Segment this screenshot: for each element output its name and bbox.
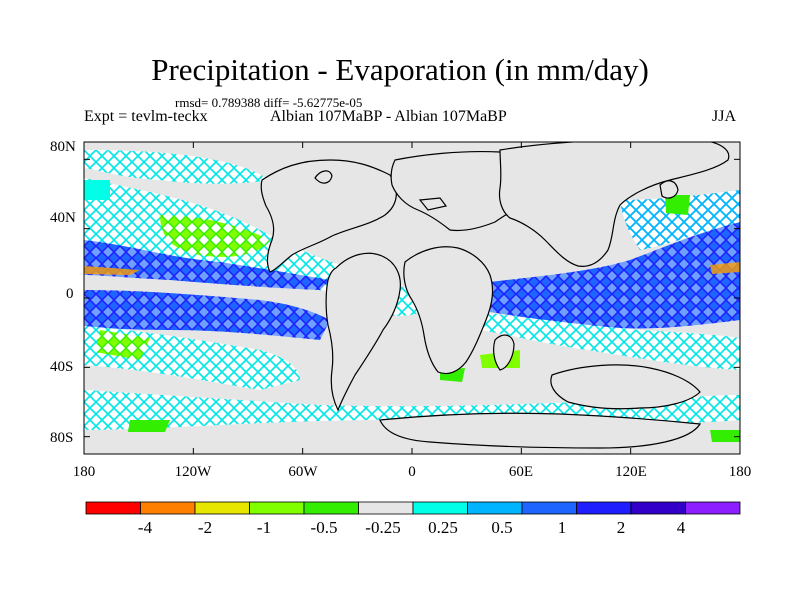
figure-title: Precipitation - Evaporation (in mm/day): [151, 52, 649, 87]
map-ticks: [83, 142, 741, 454]
lat-tick-label: 80S: [50, 430, 74, 446]
experiment-label: Expt = tevlm-teckx: [84, 108, 208, 125]
field-south-pacific-strong: [84, 290, 330, 340]
landmasses: [260, 142, 730, 449]
lat-tick-label: 80N: [50, 139, 76, 155]
colorbar-label: -0.25: [365, 518, 401, 537]
landmass-asia: [498, 142, 730, 267]
colorbar-label: 1: [557, 518, 567, 537]
colorbar-box: [685, 501, 741, 515]
lon-tick-label: 180: [72, 464, 96, 480]
colorbar-box: [467, 501, 523, 515]
colorbar-box: [358, 501, 414, 515]
comparison-label: Albian 107MaBP - Albian 107MaBP: [270, 108, 507, 125]
colorbar: [85, 501, 741, 515]
landmass-japan-arc: [659, 180, 679, 199]
lon-tick-label: 60W: [288, 464, 318, 480]
lon-tick-label: 120W: [174, 464, 212, 480]
season-label: JJA: [712, 108, 737, 125]
colorbar-box: [521, 501, 577, 515]
colorbar-box: [140, 501, 196, 515]
field-itcz-core: [84, 266, 140, 275]
landmass-europe-island: [418, 197, 448, 211]
colorbar-label: 2: [616, 518, 626, 537]
lat-tick-label: 40S: [50, 359, 74, 375]
colorbar-label: -2: [197, 518, 213, 537]
field-itcz-pacific-strong: [84, 240, 330, 290]
map-panel: [83, 141, 741, 455]
landmass-australia: [550, 364, 701, 410]
lon-tick-label: 0: [408, 464, 416, 480]
field-north-band: [84, 150, 270, 184]
landmass-africa: [403, 246, 494, 375]
field-northwest-dry: [665, 195, 690, 215]
lon-tick-label: 120E: [615, 464, 647, 480]
field-northwest-pacific: [620, 190, 740, 250]
lon-tick-label: 180: [728, 464, 752, 480]
lat-tick-label: 40N: [50, 210, 76, 226]
field-indian-south-band: [480, 312, 740, 370]
lat-tick-label: 0: [66, 286, 74, 302]
colorbar-label: -0.5: [310, 518, 338, 537]
colorbar-box: [630, 501, 686, 515]
colorbar-box: [412, 501, 468, 515]
colorbar-label: 0.5: [491, 518, 513, 537]
landmass-antarctica: [379, 412, 702, 449]
stats-line: rmsd= 0.789388 diff= -5.62775e-05: [175, 95, 363, 110]
landmass-south-america: [325, 252, 401, 412]
landmass-north-america: [260, 159, 397, 273]
field-east-core: [710, 262, 740, 274]
colorbar-box: [249, 501, 305, 515]
field-north-pacific-dry: [160, 215, 270, 257]
colorbar-box: [576, 501, 632, 515]
field-south-pacific-dry: [95, 330, 150, 360]
lon-tick-label: 60E: [508, 464, 534, 480]
colorbar-label: 0.25: [428, 518, 458, 537]
colorbar-label: -4: [137, 518, 153, 537]
field-indo-pacific-strong: [490, 222, 740, 329]
landmass-madagascar-india: [493, 334, 515, 371]
colorbar-box: [85, 501, 141, 515]
field-far-southeast: [710, 430, 740, 442]
field-southern-ocean-dry: [128, 420, 170, 432]
colorbar-label: -1: [256, 518, 272, 537]
field-far-west-north: [84, 180, 110, 200]
colorbar-label: 4: [676, 518, 686, 537]
colorbar-box: [303, 501, 359, 515]
landmass-hudson-region: [314, 170, 333, 184]
colorbar-box: [194, 501, 250, 515]
